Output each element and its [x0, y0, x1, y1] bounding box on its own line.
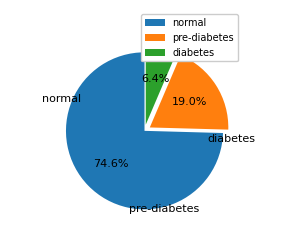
Text: diabetes: diabetes	[207, 134, 255, 144]
Legend: normal, pre-diabetes, diabetes: normal, pre-diabetes, diabetes	[141, 14, 238, 61]
Wedge shape	[66, 52, 223, 209]
Wedge shape	[146, 46, 177, 125]
Text: pre-diabetes: pre-diabetes	[129, 204, 199, 214]
Wedge shape	[150, 55, 228, 130]
Text: normal: normal	[42, 94, 81, 104]
Text: 19.0%: 19.0%	[172, 97, 207, 107]
Text: 6.4%: 6.4%	[141, 73, 169, 83]
Text: 74.6%: 74.6%	[93, 159, 129, 169]
